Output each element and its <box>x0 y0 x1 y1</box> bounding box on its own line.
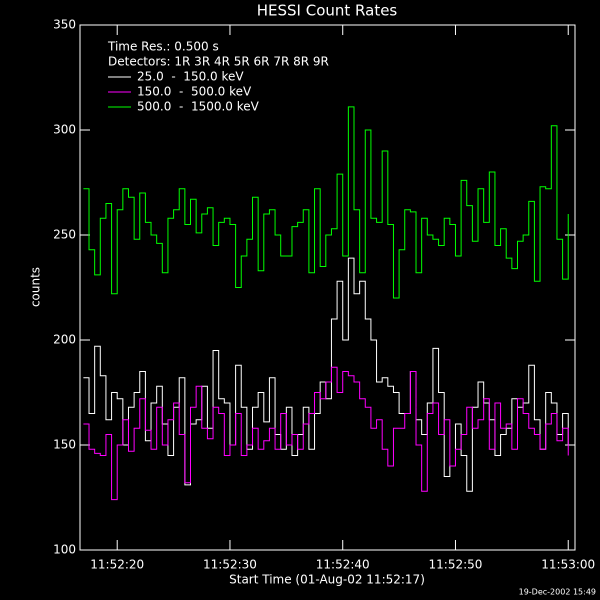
y-tick-label: 100 <box>53 543 76 557</box>
y-axis-label: counts <box>29 267 43 307</box>
y-tick-label: 200 <box>53 333 76 347</box>
chart-title: HESSI Count Rates <box>257 2 398 20</box>
series-line <box>83 106 569 299</box>
legend-label: 25.0 - 150.0 keV <box>137 70 244 84</box>
y-tick-label: 350 <box>53 18 76 32</box>
series-line <box>83 257 569 492</box>
x-tick-label: 11:52:20 <box>90 558 144 572</box>
legend-label: 150.0 - 500.0 keV <box>137 85 252 99</box>
legend-header: Detectors: 1R 3R 4R 5R 6R 7R 8R 9R <box>108 55 329 69</box>
x-tick-label: 11:52:50 <box>429 558 483 572</box>
x-tick-label: 11:52:40 <box>316 558 370 572</box>
x-axis-label: Start Time (01-Aug-02 11:52:17) <box>229 573 425 587</box>
y-tick-label: 150 <box>53 438 76 452</box>
legend-header: Time Res.: 0.500 s <box>107 40 219 54</box>
y-tick-label: 300 <box>53 123 76 137</box>
legend-label: 500.0 - 1500.0 keV <box>137 100 260 114</box>
y-tick-label: 250 <box>53 228 76 242</box>
x-tick-label: 11:53:00 <box>541 558 595 572</box>
footer-date: 19-Dec-2002 15:49 <box>519 588 596 597</box>
series-line <box>83 366 569 501</box>
plot-frame <box>79 24 576 551</box>
x-tick-label: 11:52:30 <box>203 558 257 572</box>
